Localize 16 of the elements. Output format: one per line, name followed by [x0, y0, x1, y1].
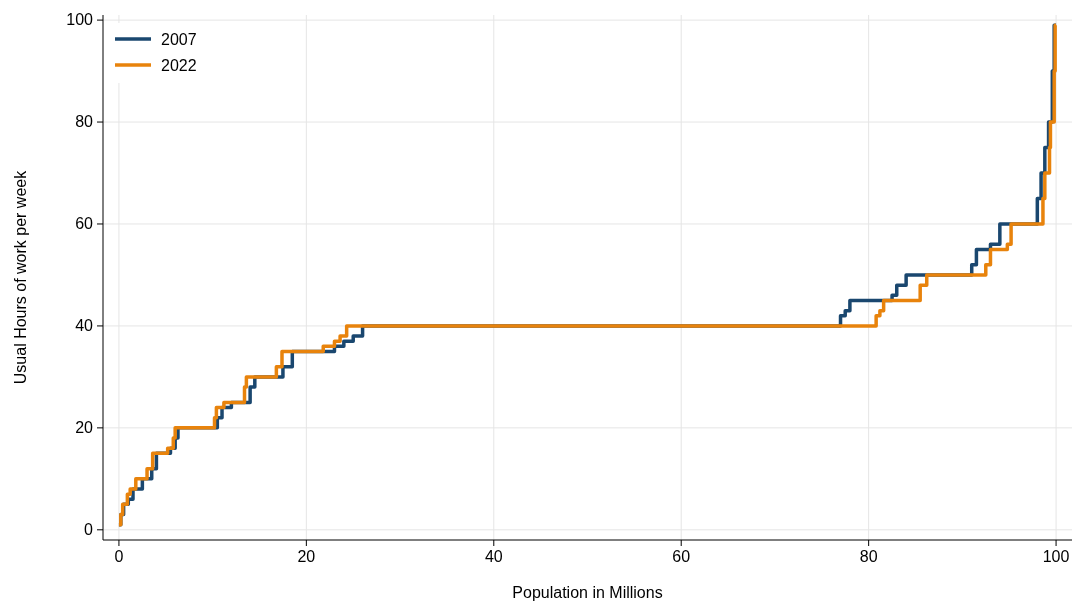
- x-tick-label: 0: [114, 548, 124, 565]
- y-tick-label: 0: [84, 520, 94, 538]
- x-tick-label: 40: [484, 548, 503, 565]
- y-axis-title: Usual Hours of work per week: [12, 169, 29, 385]
- y-tick-label: 60: [75, 214, 94, 232]
- y-tick-label: 40: [75, 316, 94, 334]
- x-axis-title: Population in Millions: [512, 584, 663, 601]
- y-tick-label: 80: [75, 113, 94, 131]
- y-tick-label: 20: [75, 418, 94, 436]
- x-tick-label: 60: [672, 548, 691, 565]
- x-tick-label: 100: [1042, 548, 1070, 565]
- legend-label: 2022: [161, 57, 197, 74]
- y-tick-label: 100: [66, 11, 94, 29]
- x-tick-label: 80: [859, 548, 878, 565]
- x-tick-label: 20: [297, 548, 316, 565]
- legend-label: 2007: [161, 31, 197, 48]
